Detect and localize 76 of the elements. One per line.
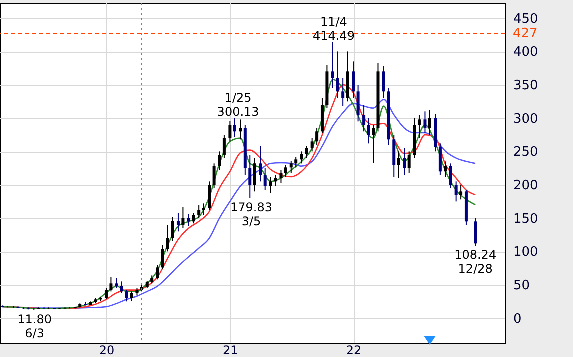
- annotation: 179.83 3/5: [230, 200, 272, 228]
- candlestick: [356, 84, 360, 122]
- candlestick: [310, 138, 314, 152]
- candlestick: [233, 118, 236, 138]
- candlestick: [408, 151, 411, 174]
- candlestick: [331, 42, 334, 89]
- candlestick: [161, 244, 164, 270]
- candlestick: [222, 134, 226, 159]
- candlestick: [284, 164, 288, 178]
- candlestick: [253, 158, 256, 192]
- candlestick: [474, 218, 478, 247]
- candlestick: [202, 203, 206, 216]
- candlestick: [264, 168, 267, 191]
- candlestick: [336, 51, 340, 99]
- candlestick: [382, 66, 386, 99]
- y-tick-label: 100: [514, 245, 538, 260]
- x-tick-label: 21: [223, 344, 238, 357]
- candlestick: [316, 128, 319, 146]
- candlestick: [171, 216, 174, 242]
- candlestick: [104, 288, 108, 300]
- y-tick-label: 300: [514, 112, 538, 127]
- candlestick: [397, 151, 400, 179]
- y-tick-label: 250: [514, 145, 538, 160]
- candlestick: [367, 118, 370, 144]
- candlestick: [274, 174, 277, 187]
- x-tick-label: 20: [99, 344, 115, 357]
- annotation: 11/4 414.49: [312, 15, 355, 44]
- candlestick: [208, 181, 212, 211]
- annotation: 1/25 300.13: [217, 91, 260, 120]
- candlestick: [460, 184, 463, 200]
- candlestick: [428, 110, 432, 136]
- candlestick: [454, 181, 458, 202]
- annotation: 108.24 12/28: [454, 248, 497, 276]
- candlestick: [294, 156, 298, 168]
- candlestick: [352, 61, 356, 99]
- candlestick: [259, 146, 262, 182]
- candlestick: [187, 214, 190, 227]
- candlestick: [212, 163, 216, 189]
- candlestick: [290, 160, 293, 174]
- candlestick: [403, 148, 406, 176]
- candlestick: [449, 163, 452, 189]
- candlestick: [300, 151, 304, 164]
- y-tick-label: 400: [514, 45, 538, 60]
- candlestick: [228, 120, 232, 142]
- y-tick-label: 150: [514, 212, 538, 227]
- y-tick-label: 350: [514, 78, 538, 94]
- candlestick: [110, 276, 113, 292]
- candlestick: [156, 264, 160, 280]
- candlestick: [418, 114, 421, 139]
- candlestick: [182, 206, 185, 229]
- candlestick: [342, 78, 345, 107]
- candlestick: [269, 176, 272, 194]
- candlestick: [444, 161, 448, 178]
- y-tick-label: 200: [514, 178, 538, 194]
- candlestick: [239, 119, 242, 140]
- y-tick-label: 450: [514, 12, 538, 27]
- x-tick-label: 22: [346, 344, 362, 357]
- candlestick: [176, 212, 180, 232]
- candlestick: [198, 204, 201, 219]
- y-tick-label: 50: [514, 278, 530, 294]
- candlestick: [125, 290, 128, 302]
- y-tick-label: 0: [514, 312, 522, 327]
- ref-line-label: 427: [513, 26, 538, 42]
- candlestick: [248, 154, 252, 199]
- candlestick: [120, 281, 124, 294]
- candlestick: [115, 278, 118, 289]
- candlestick: [218, 151, 222, 171]
- annotation: 11.80 6/3: [18, 312, 52, 340]
- candlestick: [372, 124, 376, 164]
- candlestick: [280, 170, 283, 184]
- candlestick: [424, 111, 427, 134]
- candlestick: [130, 291, 133, 302]
- candlestick: [362, 104, 366, 132]
- candlestick: [192, 212, 196, 224]
- candlestick: [305, 146, 308, 159]
- candlestick: [166, 224, 170, 252]
